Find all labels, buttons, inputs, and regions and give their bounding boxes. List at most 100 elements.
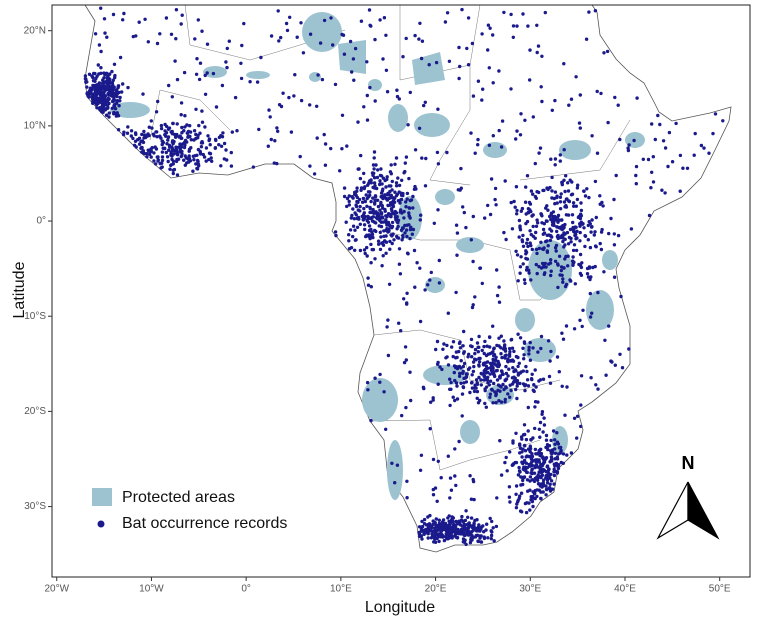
occurrence-dot [579, 201, 583, 205]
occurrence-dot [436, 459, 440, 463]
occurrence-dot [363, 227, 367, 232]
occurrence-dot [209, 156, 213, 160]
occurrence-dot [251, 165, 256, 169]
occurrence-dot [517, 218, 522, 223]
occurrence-dot [546, 339, 551, 343]
occurrence-dot [487, 143, 492, 147]
occurrence-dot [417, 37, 421, 41]
occurrence-dot [561, 337, 566, 341]
occurrence-dot [531, 346, 535, 350]
occurrence-dot [502, 10, 506, 15]
occurrence-dot [558, 159, 562, 163]
occurrence-dot [629, 227, 634, 231]
occurrence-dot [459, 186, 463, 190]
occurrence-dot [553, 163, 557, 167]
occurrence-dot [97, 100, 101, 104]
occurrence-dot [551, 429, 556, 433]
occurrence-dot [362, 223, 367, 227]
occurrence-dot [110, 69, 114, 74]
occurrence-dot [548, 261, 553, 265]
occurrence-dot [167, 126, 172, 130]
occurrence-dot [515, 381, 520, 385]
occurrence-dot [451, 340, 456, 344]
occurrence-dot [187, 154, 191, 158]
occurrence-dot [504, 364, 508, 369]
occurrence-dot [707, 151, 711, 155]
north-label: N [682, 453, 695, 473]
occurrence-dot [491, 134, 495, 138]
occurrence-dot [388, 247, 392, 251]
occurrence-dot [530, 372, 534, 376]
x-tick-label: 0° [241, 584, 251, 595]
occurrence-dot [609, 216, 613, 221]
occurrence-dot [554, 243, 559, 248]
occurrence-dot [338, 169, 342, 173]
occurrence-dot [257, 127, 261, 132]
occurrence-dot [182, 70, 187, 75]
occurrence-dot [461, 344, 465, 348]
occurrence-dot [393, 212, 397, 216]
occurrence-dot [508, 500, 512, 504]
occurrence-dot [469, 238, 473, 242]
occurrence-dot [646, 157, 651, 162]
occurrence-dot [544, 484, 548, 488]
occurrence-dot [426, 283, 430, 287]
occurrence-dot [532, 383, 536, 387]
occurrence-dot [445, 150, 449, 155]
occurrence-dot [478, 266, 482, 270]
occurrence-dot [540, 54, 544, 58]
occurrence-dot [384, 68, 389, 73]
occurrence-dot [379, 211, 384, 215]
occurrence-dot [509, 200, 513, 205]
occurrence-dot [176, 157, 181, 161]
occurrence-dot [143, 17, 147, 21]
occurrence-dot [702, 146, 706, 150]
occurrence-dot [481, 87, 485, 91]
occurrence-dot [441, 347, 445, 351]
occurrence-dot [240, 43, 244, 48]
occurrence-dot [145, 155, 149, 159]
occurrence-dot [441, 518, 446, 522]
occurrence-dot [146, 148, 150, 152]
occurrence-dot [488, 516, 492, 521]
occurrence-dot [483, 216, 487, 220]
occurrence-dot [371, 235, 375, 240]
occurrence-dot [567, 199, 572, 204]
occurrence-dot [368, 85, 372, 90]
occurrence-dot [499, 400, 504, 404]
occurrence-dot [549, 258, 553, 262]
occurrence-dot [566, 189, 571, 193]
occurrence-dot [538, 435, 542, 439]
occurrence-dot [462, 329, 466, 334]
occurrence-dot [381, 57, 385, 61]
occurrence-dot [101, 81, 105, 85]
occurrence-dot [422, 529, 426, 533]
occurrence-dot [137, 142, 142, 146]
occurrence-dot [470, 386, 475, 390]
occurrence-dot [511, 35, 515, 39]
occurrence-dot [171, 168, 175, 172]
occurrence-dot [488, 392, 493, 396]
occurrence-dot [490, 388, 494, 392]
occurrence-dot [404, 358, 408, 362]
occurrence-dot [558, 200, 563, 204]
occurrence-dot [587, 195, 591, 200]
occurrence-dot [598, 241, 602, 246]
occurrence-dot [543, 10, 547, 15]
occurrence-dot [405, 234, 409, 239]
occurrence-dot [156, 158, 160, 162]
occurrence-dot [529, 209, 533, 214]
occurrence-dot [550, 235, 554, 239]
occurrence-dot [463, 376, 468, 380]
occurrence-dot [358, 176, 363, 181]
occurrence-dot [365, 204, 369, 208]
occurrence-dot [384, 221, 389, 225]
occurrence-dot [518, 381, 522, 386]
occurrence-dot [545, 443, 550, 447]
occurrence-dot [507, 346, 512, 351]
occurrence-dot [504, 353, 508, 357]
occurrence-dot [486, 381, 490, 385]
occurrence-dot [449, 488, 454, 492]
occurrence-dot [457, 349, 461, 354]
occurrence-dot [493, 197, 497, 202]
